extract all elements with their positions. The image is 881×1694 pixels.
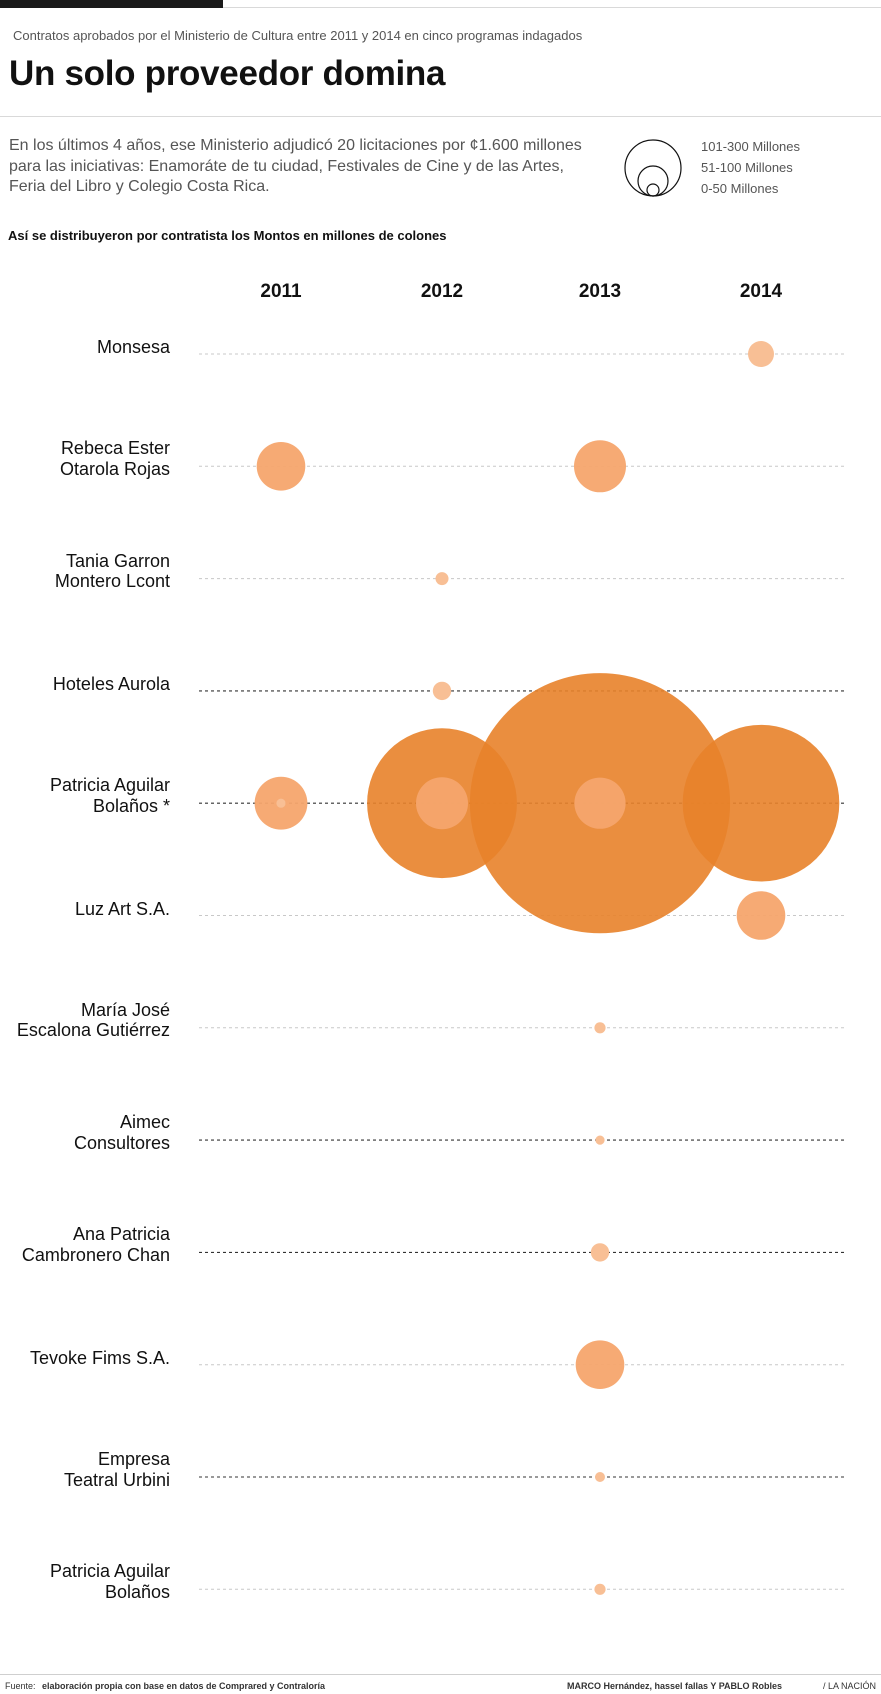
kicker: Contratos aprobados por el Ministerio de…: [13, 28, 583, 43]
top-accent-bar: [0, 0, 223, 8]
contract-bubble: [736, 891, 786, 940]
contractor-label-line: Monsesa: [96, 337, 170, 357]
year-label: 2014: [740, 281, 783, 302]
contractor-label: Patricia Aguilar Bolaños: [50, 1561, 170, 1602]
contract-bubble: [594, 1583, 606, 1595]
contract-bubble: [574, 777, 626, 829]
intro-line: Feria del Libro y Colegio Costa Rica.: [9, 178, 270, 195]
size-legend-icon: [624, 139, 682, 197]
brand: / LA NACIÓN: [823, 1681, 877, 1691]
contract-bubble: [435, 572, 449, 586]
contractor-label: María José Escalona Gutiérrez: [17, 1000, 170, 1041]
contractor-label: Aimec Consultores: [74, 1112, 170, 1153]
contractor-label-line: María José: [80, 999, 170, 1020]
contractor-label-line: Tania Garron: [65, 550, 170, 571]
contractor-label: Empresa Teatral Urbini: [64, 1449, 170, 1490]
contractor-label-line: Aimec: [119, 1112, 170, 1133]
contractor-label-line: Patricia Aguilar: [49, 775, 170, 796]
contractor-label-line: Bolaños: [104, 1581, 170, 1602]
intro-line: En los últimos 4 años, ese Ministerio ad…: [9, 137, 582, 154]
page-title: Un solo proveedor domina: [9, 54, 446, 93]
contractor-label-line: Ana Patricia: [72, 1224, 170, 1245]
contract-bubble: [594, 1022, 606, 1034]
contractor-label: Luz Art S.A.: [75, 899, 170, 920]
contract-bubble: [432, 681, 452, 701]
contractor-label-line: Consultores: [73, 1132, 170, 1153]
footer-rule: [0, 1674, 881, 1675]
contractor-label-line: Bolaños *: [92, 795, 170, 816]
legend-label-small: 0-50 Millones: [701, 181, 779, 196]
contractor-label-line: Empresa: [97, 1449, 170, 1469]
contractor-label: Rebeca Ester Otarola Rojas: [60, 438, 170, 479]
top-rule: [223, 7, 881, 8]
contract-bubble: [595, 1472, 605, 1482]
contractor-label-line: Cambronero Chan: [21, 1244, 170, 1265]
contractor-label: Ana Patricia Cambronero Chan: [22, 1224, 170, 1265]
contract-bubble: [590, 1243, 610, 1262]
contractor-label-line: Hoteles Aurola: [52, 673, 170, 694]
contractor-label-line: Patricia Aguilar: [49, 1561, 170, 1582]
contractor-label: Patricia Aguilar Bolaños *: [50, 775, 170, 816]
intro-text: En los últimos 4 años, ese Ministerio ad…: [9, 136, 599, 198]
contractor-label-line: Escalona Gutiérrez: [16, 1020, 170, 1041]
header-rule: [0, 116, 881, 117]
contractor-label: Tevoke Fims S.A.: [30, 1348, 170, 1369]
credits: MARCO Hernández, hassel fallas Y PABLO R…: [567, 1681, 783, 1691]
contract-bubble: [276, 798, 286, 808]
contractor-label-line: Tevoke Fims S.A.: [29, 1347, 170, 1368]
contractor-label-line: Montero Lcont: [54, 571, 170, 592]
legend-label-large: 101-300 Millones: [701, 139, 801, 154]
source-label: Fuente:: [5, 1681, 36, 1691]
intro-line: para las iniciativas: Enamoráte de tu ci…: [9, 157, 564, 175]
contractor-label: Tania Garron Montero Lcont: [55, 551, 170, 592]
contractor-label: Monsesa: [97, 337, 170, 358]
legend-circle-small: [646, 183, 660, 197]
contract-bubble: [256, 442, 306, 491]
contractor-label: Hoteles Aurola: [53, 674, 170, 695]
contractor-label-line: Rebeca Ester: [60, 438, 170, 459]
chart-subtitle: Así se distribuyeron por contratista los…: [8, 228, 447, 243]
contract-bubble: [682, 724, 840, 882]
source-text: elaboración propia con base en datos de …: [42, 1681, 326, 1691]
contractor-label-line: Otarola Rojas: [59, 458, 170, 479]
contractor-label-line: Luz Art S.A.: [74, 898, 170, 919]
legend-label-medium: 51-100 Millones: [701, 160, 793, 175]
contract-bubble: [416, 777, 468, 830]
contract-bubble: [575, 1340, 625, 1389]
year-label: 2012: [421, 281, 463, 302]
contractor-label-line: Teatral Urbini: [63, 1469, 170, 1490]
contract-bubble: [748, 341, 774, 367]
year-label: 2011: [260, 281, 302, 302]
year-label: 2013: [579, 281, 621, 302]
contract-bubble: [595, 1135, 605, 1145]
contract-bubble: [574, 440, 626, 493]
